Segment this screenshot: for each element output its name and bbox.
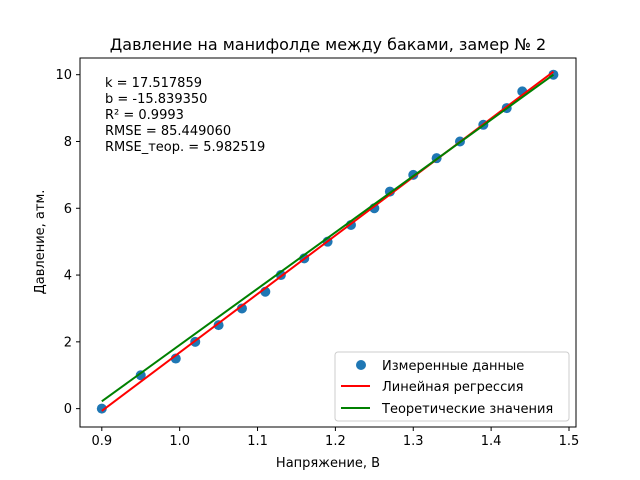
stats-line-b: b = -15.839350 [105,92,207,107]
legend: Измеренные данные Линейная регрессия Тео… [334,351,570,422]
theoretical-line [101,73,555,403]
x-tick-label: 1.1 [247,434,268,449]
stats-line-k: k = 17.517859 [105,76,202,91]
stats-line-rmse-theor: RMSE_теор. = 5.982519 [105,140,265,155]
x-tick-label: 1.3 [403,434,424,449]
x-tick-label: 0.9 [91,434,112,449]
legend-marker-measured [356,360,366,370]
x-tick-label: 1.5 [559,434,580,449]
x-axis-ticks: 0.9 1.0 1.1 1.2 1.3 1.4 1.5 [91,427,579,449]
x-axis-label: Напряжение, В [276,456,380,471]
y-tick-label: 0 [64,402,72,417]
scatter-point [96,403,107,414]
stats-line-rmse: RMSE = 85.449060 [105,124,231,139]
y-tick-label: 2 [64,335,72,350]
x-tick-label: 1.2 [325,434,346,449]
x-tick-label: 1.0 [169,434,190,449]
chart-title: Давление на манифолде между баками, заме… [110,35,546,54]
y-axis-label: Давление, атм. [33,190,48,295]
legend-label-theoretical: Теоретические значения [381,402,553,417]
legend-label-measured: Измеренные данные [382,359,524,374]
y-tick-label: 8 [64,135,72,150]
scatter-point [135,370,146,381]
y-tick-label: 10 [55,68,72,83]
legend-label-regression: Линейная регрессия [382,380,523,395]
stats-line-r2: R² = 0.9993 [105,108,184,123]
stats-annotation: k = 17.517859 b = -15.839350 R² = 0.9993… [105,76,265,155]
scatter-point [236,303,247,314]
scatter-point [213,320,224,331]
plot-area [96,69,559,414]
y-tick-label: 6 [64,202,72,217]
legend-box [334,351,570,422]
y-axis-ticks: 0 2 4 6 8 10 [55,68,80,417]
x-tick-label: 1.4 [481,434,502,449]
y-tick-label: 4 [64,269,72,284]
plot-frame [79,57,577,428]
